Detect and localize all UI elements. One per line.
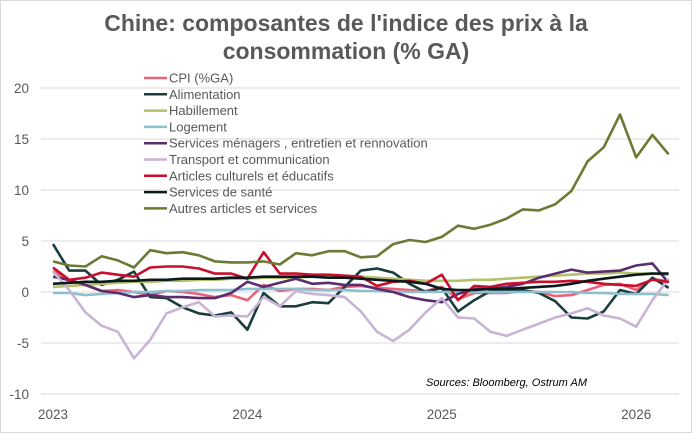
legend-label: Logement	[169, 119, 227, 134]
series-line-3	[53, 287, 669, 297]
x-tick-label: 2025	[427, 407, 457, 422]
series-line-5	[52, 270, 670, 360]
y-tick-label: 10	[14, 183, 29, 198]
y-tick-label: 15	[14, 132, 29, 147]
x-tick-label: 2026	[621, 407, 651, 422]
y-tick-label: 5	[21, 234, 29, 249]
series-line-7	[52, 272, 669, 292]
series-line-1	[51, 243, 670, 332]
legend-label: CPI (%GA)	[169, 71, 233, 86]
legend-label: Services ménagers , entretien et rennova…	[169, 136, 428, 151]
y-tick-label: 20	[14, 81, 29, 96]
legend-label: Articles culturels et éducatifs	[169, 168, 334, 183]
legend-label: Habillement	[169, 103, 238, 118]
chart-title-line2: consommation (% GA)	[223, 38, 470, 64]
y-tick-label: 0	[21, 285, 29, 300]
legend-label: Transport et communication	[169, 152, 330, 167]
series-line-8	[52, 113, 670, 269]
x-tick-label: 2023	[38, 407, 68, 422]
x-tick-label: 2024	[232, 407, 263, 422]
legend-label: Services de santé	[169, 185, 272, 200]
series-line-6	[52, 250, 669, 302]
legend-label: Autres articles et services	[169, 201, 318, 216]
y-tick-label: -5	[17, 336, 29, 351]
source-note: Sources: Bloomberg, Ostrum AM	[426, 377, 588, 389]
chart-title-line1: Chine: composantes de l'indice des prix …	[104, 10, 588, 36]
legend-label: Alimentation	[169, 87, 241, 102]
series-line-4	[52, 262, 670, 304]
y-tick-label: -10	[9, 387, 29, 402]
